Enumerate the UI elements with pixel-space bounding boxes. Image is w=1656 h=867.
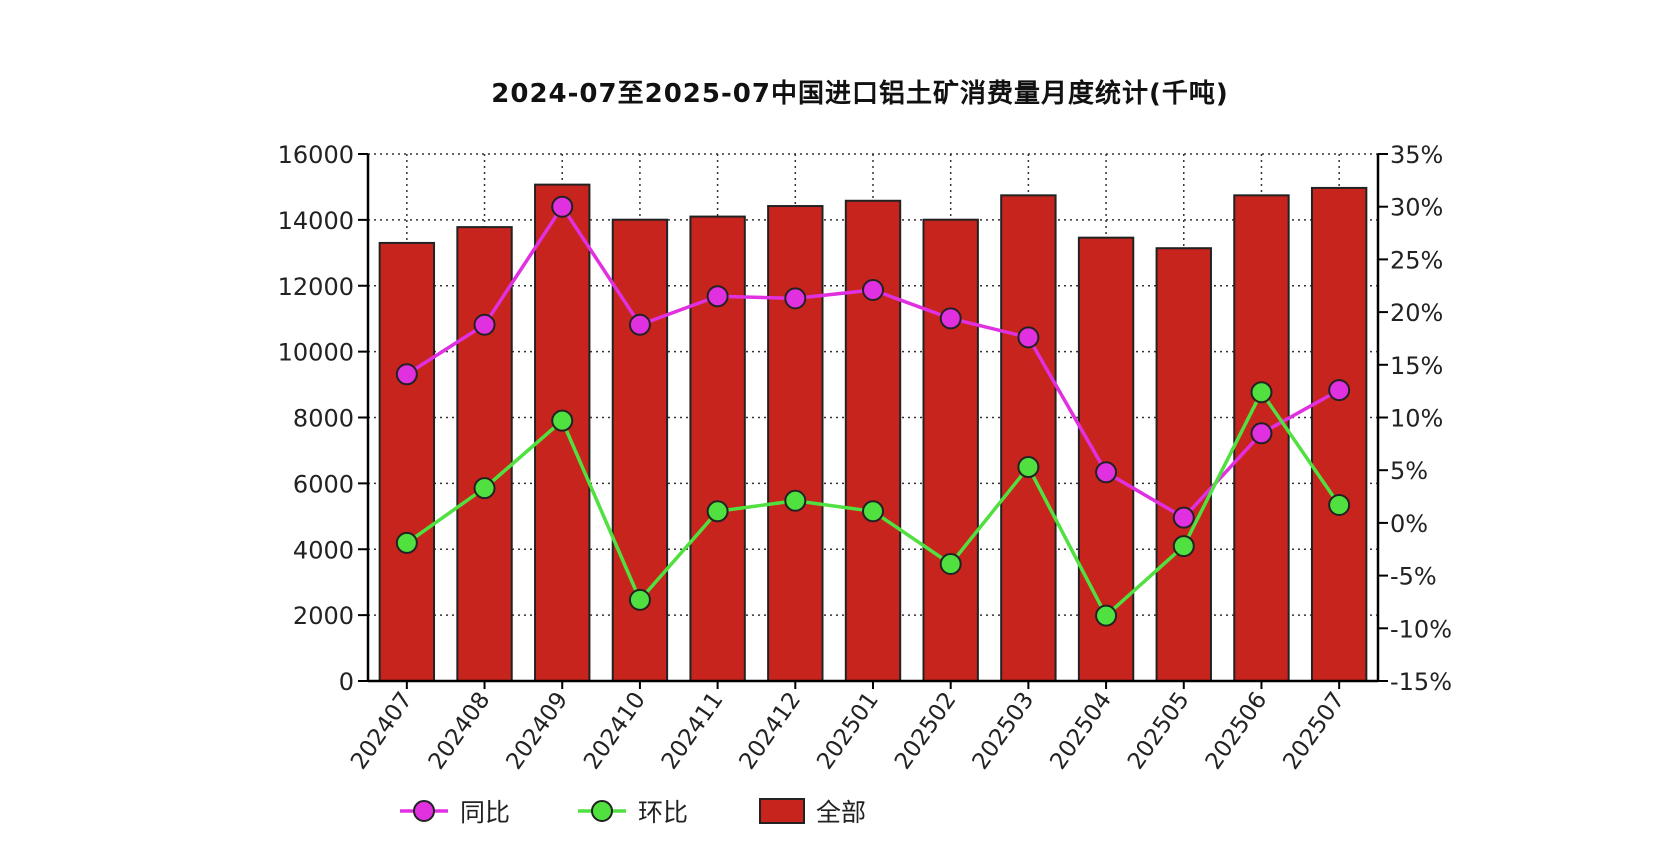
y2-tick-label: -15% (1390, 668, 1452, 696)
point-yoy (395, 363, 418, 386)
y2-tick-label: 5% (1390, 457, 1428, 485)
x-tick-label: 202507 (1278, 688, 1350, 775)
bar (844, 199, 902, 683)
x-tick-label: 202502 (890, 688, 962, 775)
point-yoy (551, 195, 574, 218)
bar (1000, 194, 1057, 683)
y2-tick-label: 20% (1390, 299, 1443, 327)
legend: 同比 环比 全部 (400, 798, 866, 827)
x-tick-label: 202407 (346, 688, 418, 775)
point-yoy (939, 307, 962, 330)
y2-tick-label: 35% (1390, 141, 1443, 169)
point-mom (1172, 535, 1195, 558)
point-mom (473, 477, 496, 500)
point-mom (1017, 456, 1040, 479)
point-mom (1328, 493, 1351, 516)
bar (534, 183, 591, 683)
y2-tick-label: 30% (1390, 194, 1443, 222)
legend-label: 环比 (638, 798, 688, 827)
point-mom (551, 409, 574, 432)
x-tick-label: 202411 (657, 688, 729, 775)
x-tick-label: 202408 (424, 688, 496, 775)
legend-marker (413, 800, 435, 822)
point-yoy (1017, 326, 1040, 349)
bar (378, 241, 436, 682)
y-tick-label: 0 (339, 668, 354, 696)
legend-label: 全部 (816, 798, 866, 827)
point-yoy (1250, 422, 1273, 445)
legend-bar-swatch (759, 798, 805, 824)
x-tick-label: 202506 (1201, 688, 1273, 775)
y-tick-label: 8000 (293, 405, 354, 433)
x-tick-label: 202412 (735, 688, 807, 775)
point-mom (706, 500, 729, 523)
point-yoy (1172, 506, 1195, 529)
bar (922, 218, 979, 682)
point-yoy (473, 313, 496, 336)
y2-tick-label: 15% (1390, 352, 1443, 380)
point-yoy (1328, 379, 1351, 402)
legend-marker (591, 800, 613, 822)
point-yoy (784, 287, 807, 310)
point-yoy (628, 313, 651, 336)
x-tick-label: 202409 (501, 688, 573, 775)
bar (1310, 186, 1368, 682)
point-yoy (706, 285, 729, 308)
y2-tick-label: 0% (1390, 510, 1428, 538)
lines (395, 195, 1351, 627)
x-tick-label: 202503 (968, 688, 1040, 775)
point-mom (1250, 381, 1273, 404)
y-tick-label: 4000 (293, 536, 354, 564)
y2-tick-label: 25% (1390, 246, 1443, 274)
y2-tick-label: 10% (1390, 405, 1443, 433)
point-mom (784, 489, 807, 512)
y-tick-label: 16000 (278, 141, 354, 169)
y2-tick-label: -10% (1390, 615, 1452, 643)
legend-label: 同比 (460, 798, 510, 827)
x-tick-label: 202505 (1123, 688, 1195, 775)
point-mom (1095, 604, 1118, 627)
x-tick-label: 202504 (1045, 688, 1117, 775)
y-tick-label: 6000 (293, 470, 354, 498)
x-tick-label: 202410 (579, 688, 651, 775)
y-tick-label: 12000 (278, 273, 354, 301)
bar (767, 205, 824, 682)
y-tick-label: 10000 (278, 339, 354, 367)
point-mom (395, 531, 418, 554)
point-mom (628, 588, 651, 611)
bar (1233, 194, 1290, 683)
bar (611, 218, 669, 682)
point-yoy (862, 278, 884, 301)
y2-tick-label: -5% (1390, 563, 1437, 591)
chart-title: 2024-07至2025-07中国进口铝土矿消费量月度统计(千吨) (491, 78, 1228, 109)
bars (378, 183, 1368, 683)
y-tick-label: 2000 (293, 602, 354, 630)
bar (1155, 247, 1212, 682)
y-tick-label: 14000 (278, 207, 354, 235)
x-tick-label: 202501 (812, 688, 884, 775)
point-mom (939, 553, 962, 576)
point-mom (862, 500, 884, 523)
point-yoy (1095, 461, 1118, 484)
